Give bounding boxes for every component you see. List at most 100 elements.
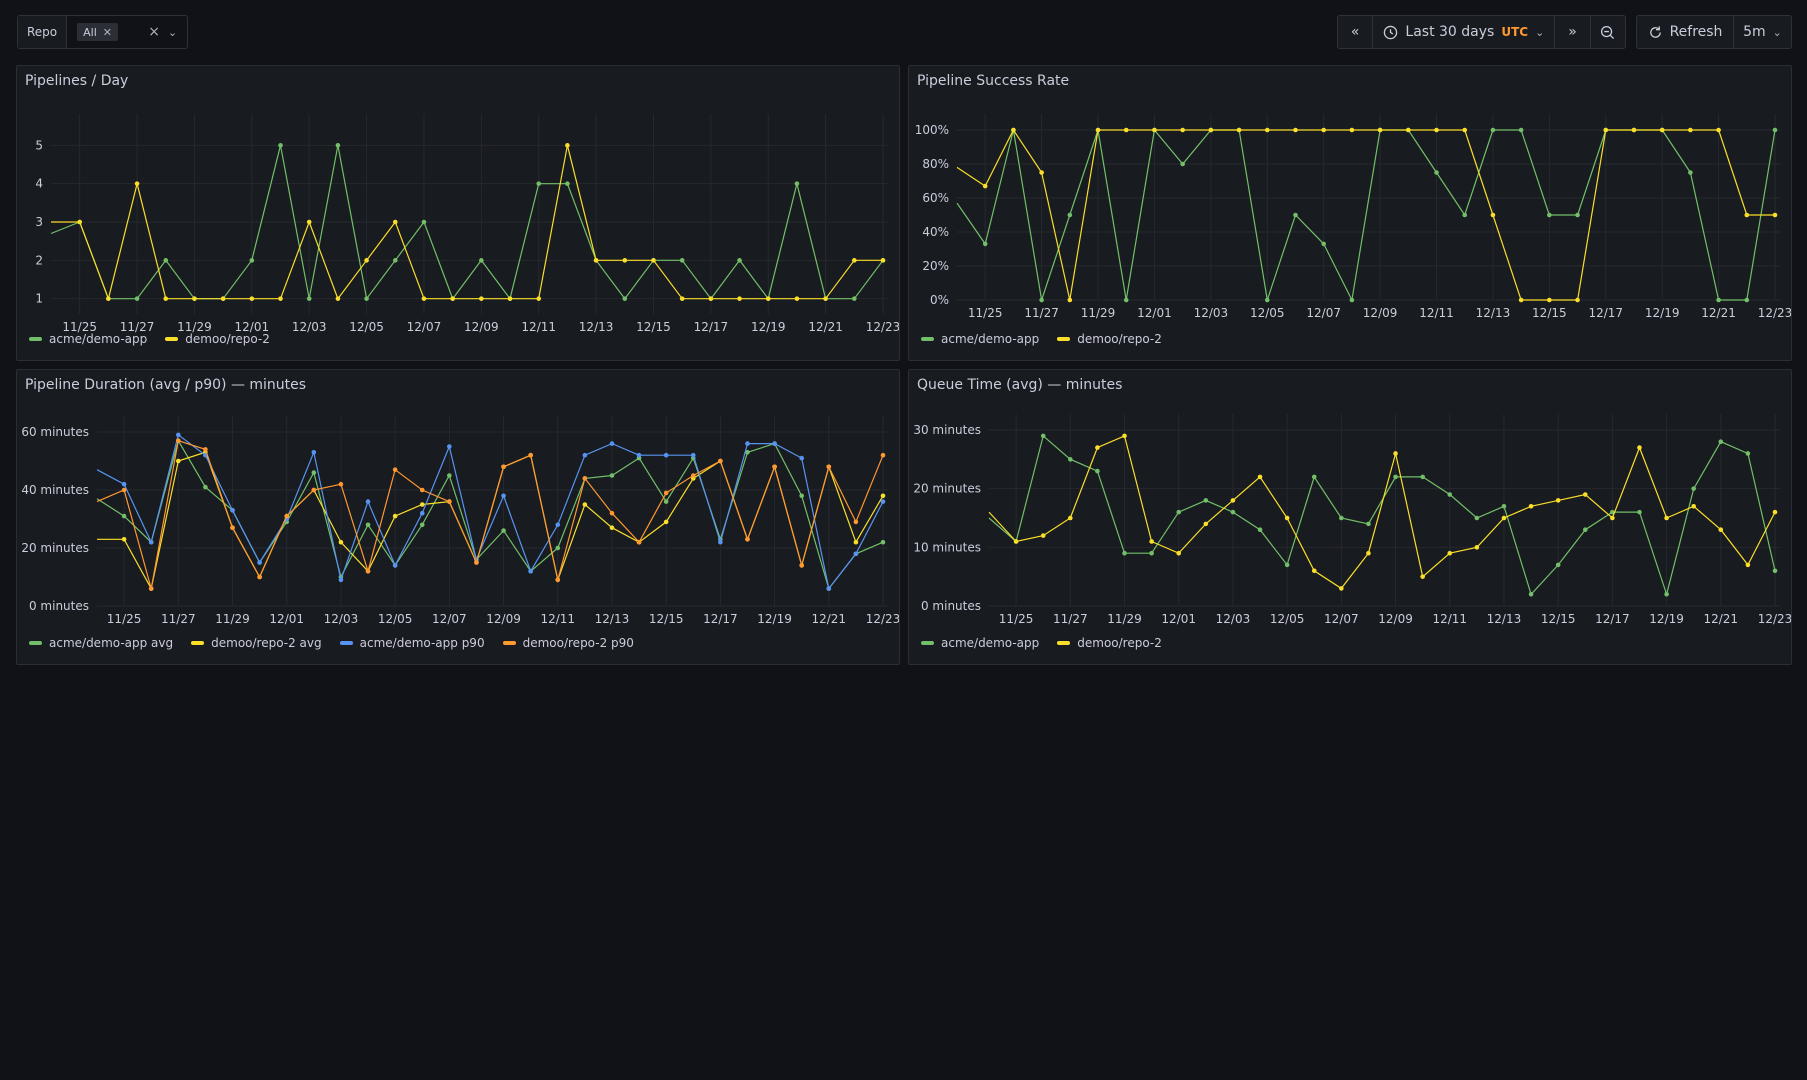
data-point <box>1718 439 1724 445</box>
data-point <box>1311 568 1317 574</box>
data-point <box>1691 486 1696 491</box>
data-point <box>1230 509 1236 515</box>
data-point <box>1349 127 1355 133</box>
legend-item[interactable]: acme/demo-app p90 <box>339 636 485 650</box>
data-point <box>1447 550 1453 556</box>
data-point <box>1518 127 1524 133</box>
legend-item[interactable]: acme/demo-app <box>921 636 1039 650</box>
chevron-down-icon[interactable]: ⌄ <box>167 25 178 39</box>
chip-remove-icon[interactable]: ✕ <box>102 25 112 39</box>
data-point <box>1772 127 1778 133</box>
data-point <box>1637 445 1642 450</box>
data-point <box>501 493 506 499</box>
data-point <box>536 296 542 301</box>
data-point <box>1664 591 1669 597</box>
data-point <box>1659 127 1665 133</box>
legend-item[interactable]: acme/demo-app <box>29 332 147 346</box>
series-line <box>97 451 884 591</box>
data-point <box>203 447 208 452</box>
data-point <box>1011 127 1016 133</box>
data-point <box>528 568 533 574</box>
chart-legend: acme/demo-app demoo/repo-2 <box>921 636 1162 650</box>
data-point <box>880 499 886 504</box>
legend-item[interactable]: demoo/repo-2 <box>1057 332 1162 346</box>
time-range-picker[interactable]: Last 30 days UTC ⌄ <box>1373 16 1556 48</box>
data-point <box>479 296 484 301</box>
data-point <box>311 450 317 455</box>
chart-legend: acme/demo-app avg demoo/repo-2 avg acme/de… <box>29 636 634 650</box>
legend-swatch <box>191 641 205 645</box>
x-tick-label: 12/19 <box>1649 612 1684 626</box>
data-point <box>1095 468 1100 474</box>
data-point <box>392 258 398 263</box>
data-point <box>1393 451 1398 456</box>
data-point <box>582 476 588 481</box>
refresh-controls: Refresh 5m ⌄ <box>1636 15 1792 49</box>
data-point <box>1393 474 1398 480</box>
queue-time-chart: 0 minutes 10 minutes 20 minutes 30 minutes 1… <box>913 414 1791 626</box>
time-shift-forward-button[interactable]: » <box>1555 16 1591 48</box>
data-point <box>852 296 857 301</box>
clear-selection-icon[interactable]: × <box>148 24 160 40</box>
data-point <box>1257 474 1263 480</box>
chevron-down-icon: ⌄ <box>1535 25 1545 39</box>
refresh-button[interactable]: Refresh <box>1637 16 1734 48</box>
repo-chip-label: All <box>83 25 97 39</box>
data-point <box>794 181 800 186</box>
x-tick-label: 12/17 <box>694 320 729 334</box>
data-point <box>528 452 533 458</box>
legend-item[interactable]: acme/demo-app avg <box>29 636 173 650</box>
data-point <box>1293 212 1298 218</box>
data-point <box>1528 591 1534 597</box>
refresh-interval-picker[interactable]: 5m ⌄ <box>1734 16 1791 48</box>
x-tick-label: 12/13 <box>579 320 614 334</box>
data-point <box>419 510 425 516</box>
data-point <box>826 586 832 591</box>
legend-label: acme/demo-app p90 <box>359 636 485 650</box>
data-point <box>474 560 479 565</box>
time-shift-back-button[interactable]: « <box>1338 16 1374 48</box>
x-tick-label: 12/21 <box>811 612 846 626</box>
data-point <box>257 574 262 580</box>
legend-item[interactable]: demoo/repo-2 avg <box>191 636 322 650</box>
data-point <box>249 258 255 263</box>
legend-swatch <box>1057 641 1071 645</box>
legend-item[interactable]: demoo/repo-2 <box>1057 636 1162 650</box>
data-point <box>982 241 988 247</box>
chevron-right-double-icon: » <box>1568 24 1577 40</box>
data-point <box>1603 127 1609 133</box>
data-point <box>1039 297 1044 303</box>
data-point <box>338 481 344 487</box>
legend-label: demoo/repo-2 <box>185 332 270 346</box>
legend-label: demoo/repo-2 <box>1077 636 1162 650</box>
legend-item[interactable]: demoo/repo-2 p90 <box>502 636 634 650</box>
panel-title: Pipelines / Day <box>25 73 129 89</box>
data-point <box>1406 127 1411 133</box>
refresh-label: Refresh <box>1669 24 1723 40</box>
data-point <box>1264 297 1270 303</box>
data-point <box>1122 550 1127 556</box>
x-tick-label: 12/11 <box>540 612 575 626</box>
legend-label: demoo/repo-2 p90 <box>522 636 634 650</box>
legend-swatch <box>1057 337 1071 341</box>
data-point <box>1040 533 1046 538</box>
data-point <box>1474 545 1480 550</box>
panel-queue-time: Queue Time (avg) — minutes 0 minutes 10 m… <box>908 369 1792 665</box>
data-point <box>1203 498 1209 503</box>
data-point <box>1420 474 1425 480</box>
data-point <box>1013 539 1019 544</box>
zoom-out-button[interactable] <box>1591 16 1625 48</box>
time-range-label: Last 30 days <box>1405 24 1495 40</box>
data-point <box>536 181 542 186</box>
x-tick-label: 12/13 <box>595 612 630 626</box>
x-tick-label: 12/11 <box>521 320 556 334</box>
data-point <box>1180 127 1185 133</box>
legend-label: acme/demo-app avg <box>49 636 174 650</box>
data-point <box>823 296 828 301</box>
legend-item[interactable]: demoo/repo-2 <box>165 332 270 346</box>
legend-item[interactable]: acme/demo-app <box>921 332 1039 346</box>
data-point <box>1039 170 1044 175</box>
data-point <box>278 296 283 301</box>
data-point <box>609 510 615 516</box>
repo-variable-select[interactable]: All ✕ × ⌄ <box>67 16 187 48</box>
